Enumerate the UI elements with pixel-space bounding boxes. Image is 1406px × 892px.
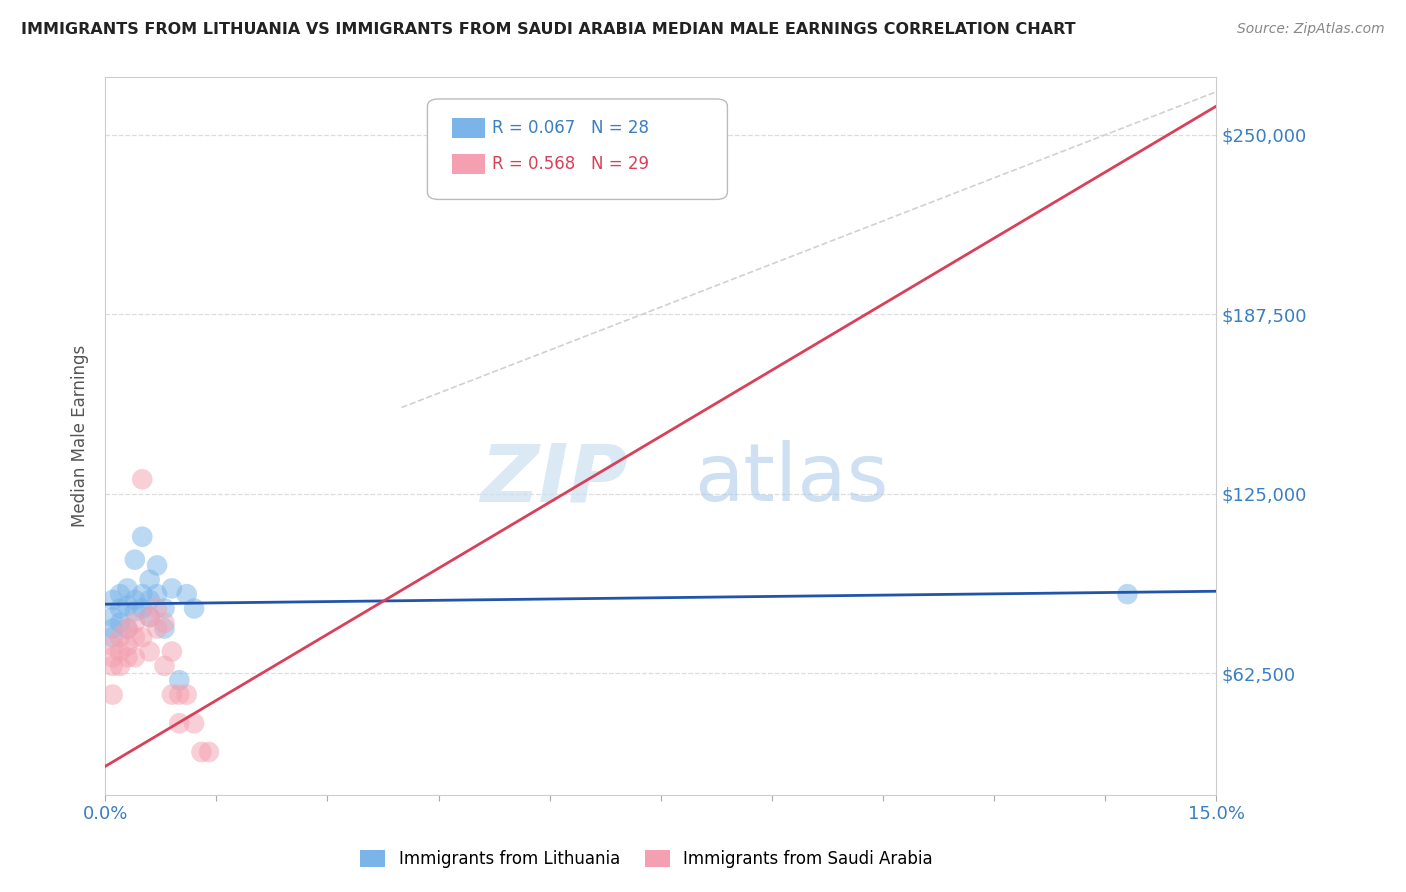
Point [169,688,191,702]
Text: Source: ZipAtlas.com: Source: ZipAtlas.com [1237,22,1385,37]
Point [124,604,146,618]
Point [176,688,198,702]
Legend: Immigrants from Lithuania, Immigrants from Saudi Arabia: Immigrants from Lithuania, Immigrants fr… [354,843,939,875]
Point [131,472,153,486]
Point [138,610,160,624]
Text: R = 0.067   N = 28: R = 0.067 N = 28 [492,120,648,137]
Point [124,650,146,665]
Point [101,650,124,665]
Point [146,622,169,636]
Point [169,673,191,688]
FancyBboxPatch shape [451,119,485,138]
Text: IMMIGRANTS FROM LITHUANIA VS IMMIGRANTS FROM SAUDI ARABIA MEDIAN MALE EARNINGS C: IMMIGRANTS FROM LITHUANIA VS IMMIGRANTS … [21,22,1076,37]
Point [124,615,146,630]
Point [153,601,176,615]
Point [153,615,176,630]
Point [108,601,131,615]
Point [160,688,183,702]
Point [160,582,183,596]
Point [131,587,153,601]
Point [101,659,124,673]
Point [101,688,124,702]
Point [1116,587,1139,601]
Point [138,592,160,607]
Point [169,716,191,731]
Point [183,601,205,615]
Point [160,644,183,658]
Point [131,630,153,644]
Point [131,601,153,615]
Point [108,587,131,601]
Text: ZIP: ZIP [479,441,627,518]
Point [198,745,221,759]
FancyBboxPatch shape [427,99,727,200]
Point [190,745,212,759]
Point [138,573,160,587]
Point [101,592,124,607]
Point [124,592,146,607]
Point [124,552,146,566]
Point [117,639,139,653]
Point [153,659,176,673]
Point [131,530,153,544]
Point [117,582,139,596]
Point [138,610,160,624]
Point [101,622,124,636]
Point [138,644,160,658]
Text: atlas: atlas [695,441,889,518]
Point [117,622,139,636]
Point [108,659,131,673]
Point [124,630,146,644]
Point [117,650,139,665]
Point [101,610,124,624]
Point [108,644,131,658]
Point [146,587,169,601]
Point [101,630,124,644]
FancyBboxPatch shape [451,154,485,174]
Point [101,639,124,653]
Y-axis label: Median Male Earnings: Median Male Earnings [72,345,89,527]
Text: R = 0.568   N = 29: R = 0.568 N = 29 [492,155,648,173]
Point [108,615,131,630]
Point [176,587,198,601]
Point [146,601,169,615]
Point [146,558,169,573]
Point [117,599,139,613]
Point [153,622,176,636]
Point [117,622,139,636]
Point [108,630,131,644]
Point [183,716,205,731]
